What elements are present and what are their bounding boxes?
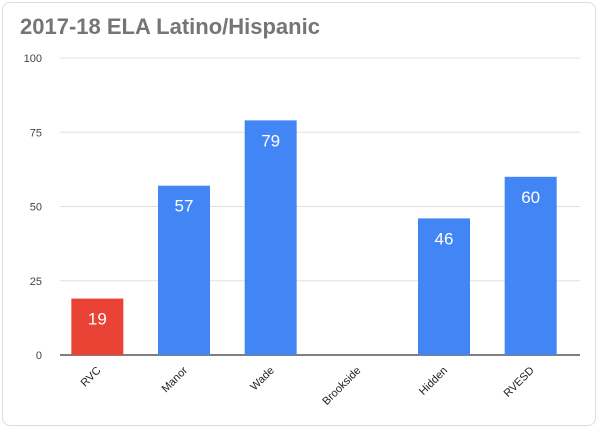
y-axis: 0 25 50 75 100 xyxy=(24,53,42,362)
data-labels: 19 57 79 46 60 xyxy=(88,131,540,328)
bar-rvc xyxy=(71,298,124,355)
x-tick-label-wade: Wade xyxy=(248,365,277,394)
data-label-rvesd: 60 xyxy=(521,188,540,207)
x-tick-label-brookside: Brookside xyxy=(320,365,363,408)
data-label-manor: 57 xyxy=(175,197,194,216)
data-label-rvc: 19 xyxy=(88,310,107,329)
data-label-hidden: 46 xyxy=(435,229,454,248)
x-axis: RVC Manor Wade Brookside Hidden RVESD xyxy=(79,364,537,407)
data-label-wade: 79 xyxy=(261,131,280,150)
x-tick-label-rvc: RVC xyxy=(79,365,104,390)
bars xyxy=(71,120,557,356)
bar-hidden xyxy=(418,218,470,355)
x-tick-label-hidden: Hidden xyxy=(417,365,450,398)
bar-wade xyxy=(244,120,297,356)
y-tick-label-75: 75 xyxy=(30,127,42,139)
chart-title: 2017-18 ELA Latino/Hispanic xyxy=(20,14,320,39)
y-tick-label-0: 0 xyxy=(36,350,42,362)
bar-manor xyxy=(158,185,210,355)
y-tick-label-25: 25 xyxy=(30,276,42,288)
y-tick-label-50: 50 xyxy=(30,202,42,214)
x-tick-label-rvesd: RVESD xyxy=(502,365,537,400)
gridlines xyxy=(60,57,580,356)
bar-rvesd xyxy=(504,176,557,355)
x-tick-label-manor: Manor xyxy=(160,364,191,395)
y-tick-label-100: 100 xyxy=(24,53,42,65)
